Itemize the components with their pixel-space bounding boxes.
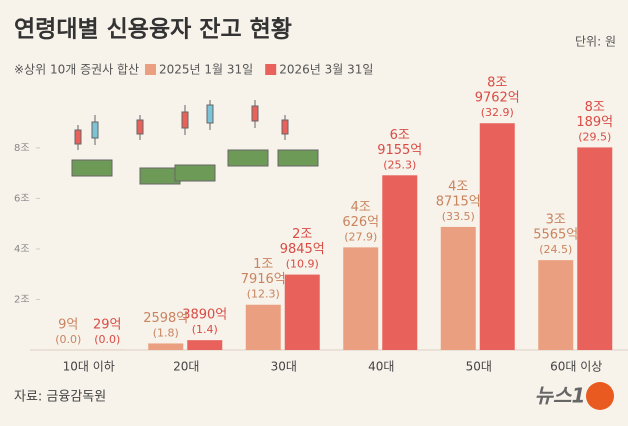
x-tick-label: 50대 (466, 360, 492, 374)
value-label: 3조 (546, 213, 566, 228)
source: 자료: 금융감독원 (14, 390, 106, 405)
value-label: 1조 (253, 257, 273, 272)
value-label: 9762억 (475, 91, 520, 106)
legend-label: 2025년 1월 31일 (159, 63, 253, 77)
share-label: (29.5) (578, 130, 611, 143)
value-label: 5565억 (533, 228, 578, 243)
value-label: 9억 (58, 317, 78, 332)
y-tick-label: 6조 (14, 193, 30, 204)
x-tick-label: 30대 (271, 360, 297, 374)
bar (343, 247, 379, 350)
x-tick-label: 40대 (368, 360, 394, 374)
bar (284, 274, 320, 350)
share-label: (32.9) (481, 106, 514, 119)
share-label: (27.9) (344, 230, 377, 243)
value-label: 2조 (292, 227, 312, 242)
unit-note: 단위: 원 (575, 35, 616, 49)
subtitle: ※상위 10개 증권사 합산 (14, 63, 139, 77)
value-label: 6조 (390, 128, 410, 143)
share-label: (25.3) (383, 158, 416, 171)
share-label: (24.5) (539, 243, 572, 256)
value-label: 9155억 (377, 143, 422, 158)
value-label: 2598억 (143, 311, 188, 326)
share-label: (12.3) (247, 288, 280, 301)
value-label: 3890억 (182, 308, 227, 323)
logo-text: 뉴스1 (535, 384, 586, 408)
share-label: (0.0) (55, 333, 81, 346)
chart-title: 연령대별 신용융자 잔고 현황 (14, 17, 292, 43)
value-label: 8조 (487, 76, 507, 91)
legend-swatch (145, 64, 156, 75)
bar (479, 123, 515, 350)
share-label: (0.0) (94, 333, 120, 346)
y-tick-label: 8조 (14, 143, 30, 154)
share-label: (33.5) (442, 210, 475, 223)
bar (382, 175, 418, 350)
bar (245, 304, 281, 350)
value-label: 9845억 (280, 242, 325, 257)
logo: 뉴스1 (520, 382, 616, 412)
value-label: 8715억 (436, 194, 481, 209)
x-tick-label: 60대 이상 (550, 360, 602, 374)
value-label: 7916억 (241, 272, 286, 287)
value-label: 29억 (93, 317, 122, 332)
legend-label: 2026년 3월 31일 (279, 63, 373, 77)
bar (440, 226, 476, 350)
x-tick-label: 20대 (173, 360, 199, 374)
y-tick-label: 4조 (14, 244, 30, 255)
bar (187, 340, 223, 350)
illustration (71, 100, 319, 185)
bar (538, 260, 574, 350)
share-label: (1.8) (153, 326, 179, 339)
x-tick-label: 10대 이하 (63, 360, 115, 374)
value-label: 4조 (351, 200, 371, 215)
bar (577, 147, 613, 350)
legend-swatch (265, 64, 277, 75)
bar (148, 343, 184, 350)
value-label: 626억 (342, 215, 379, 230)
value-label: 4조 (448, 179, 468, 194)
value-label: 189억 (576, 115, 613, 130)
value-label: 8조 (585, 100, 605, 115)
share-label: (1.4) (192, 323, 218, 336)
share-label: (10.9) (286, 258, 319, 271)
y-tick-label: 2조 (14, 294, 30, 305)
